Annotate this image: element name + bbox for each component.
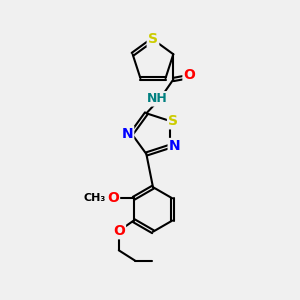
Text: O: O (107, 191, 119, 205)
Text: O: O (113, 224, 125, 238)
Text: N: N (169, 139, 181, 153)
Text: S: S (168, 114, 178, 128)
Text: NH: NH (147, 92, 167, 105)
Text: N: N (121, 127, 133, 141)
Text: CH₃: CH₃ (84, 193, 106, 203)
Text: O: O (184, 68, 196, 82)
Text: S: S (148, 32, 158, 46)
